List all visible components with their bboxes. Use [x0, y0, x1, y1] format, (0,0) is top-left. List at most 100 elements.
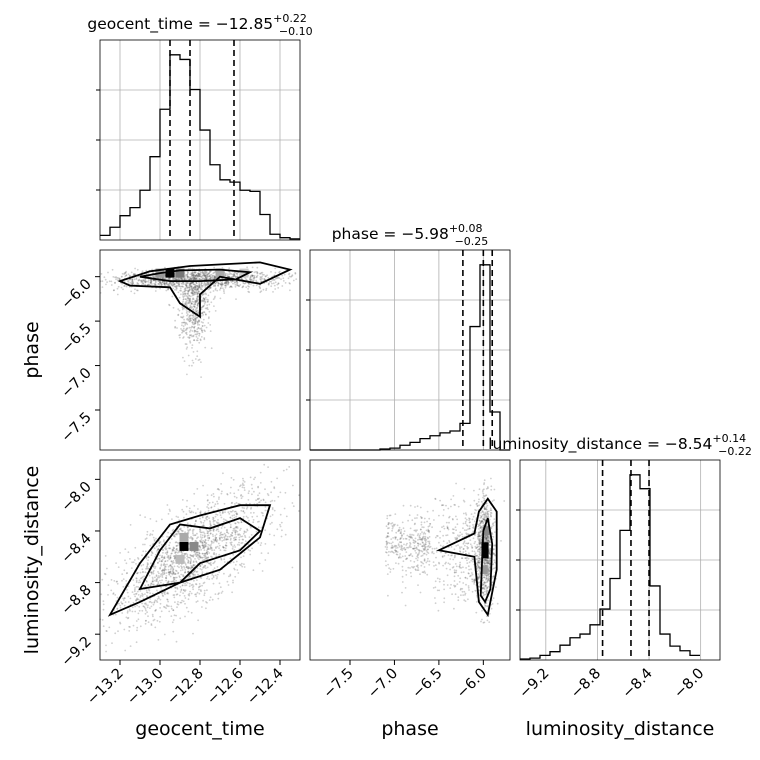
sample-point	[216, 540, 218, 543]
sample-point	[140, 594, 142, 597]
sample-point	[202, 318, 205, 321]
sample-point	[209, 278, 211, 280]
sample-point	[226, 280, 228, 283]
sample-point	[176, 281, 178, 284]
sample-point	[444, 562, 447, 565]
sample-point	[201, 559, 204, 562]
sample-point	[246, 506, 249, 509]
sample-point	[176, 532, 178, 535]
sample-point	[212, 520, 215, 523]
sample-point	[251, 493, 253, 496]
sample-point	[203, 337, 206, 339]
sample-point	[213, 549, 216, 551]
sample-point	[454, 563, 457, 565]
sample-point	[238, 285, 241, 288]
sample-point	[279, 491, 282, 494]
sample-point	[196, 274, 199, 277]
sample-point	[133, 278, 136, 281]
sample-point	[255, 279, 258, 282]
sample-point	[484, 590, 486, 593]
sample-point	[217, 528, 220, 531]
histogram-step-geocent_time	[100, 54, 300, 240]
sample-point	[472, 560, 474, 563]
sample-point	[255, 530, 258, 533]
sample-point	[118, 602, 120, 605]
sample-point	[213, 505, 216, 508]
sample-point	[431, 526, 433, 529]
sample-point	[490, 485, 493, 488]
sample-point	[225, 539, 228, 541]
sample-point	[185, 286, 188, 288]
sample-point	[192, 319, 195, 321]
sample-point	[217, 597, 220, 600]
sample-point	[233, 275, 235, 278]
sample-point	[110, 284, 113, 286]
sample-point	[457, 599, 460, 602]
sample-point	[162, 282, 165, 285]
sample-point	[264, 275, 267, 278]
sample-point	[236, 275, 239, 278]
sample-point	[282, 277, 285, 280]
sample-point	[234, 546, 237, 548]
sample-point	[171, 284, 174, 287]
sample-point	[439, 544, 442, 547]
sample-point	[208, 277, 211, 280]
sample-point	[202, 275, 205, 277]
sample-point	[264, 501, 267, 504]
sample-point	[175, 277, 177, 280]
sample-point	[238, 538, 241, 541]
sample-point	[194, 303, 197, 305]
sample-point	[396, 546, 399, 549]
sample-point	[192, 351, 195, 353]
sample-point	[274, 277, 277, 280]
sample-point	[204, 278, 206, 280]
sample-point	[189, 283, 192, 286]
sample-point	[196, 328, 199, 330]
sample-point	[191, 537, 194, 539]
sample-point	[191, 278, 194, 281]
sample-point	[233, 273, 235, 275]
sample-point	[150, 554, 153, 556]
sample-point	[135, 577, 138, 579]
sample-point	[243, 563, 245, 566]
sample-point	[105, 283, 107, 286]
sample-point	[445, 534, 447, 537]
title-minus: −0.22	[718, 445, 752, 458]
sample-point	[201, 515, 204, 518]
sample-point	[150, 280, 153, 282]
sample-point	[136, 629, 138, 632]
sample-point	[147, 272, 150, 275]
sample-point	[490, 477, 492, 480]
sample-point	[223, 526, 226, 529]
sample-point	[195, 281, 198, 284]
sample-point	[173, 565, 176, 568]
sample-point	[189, 282, 191, 285]
sample-point	[172, 560, 175, 562]
sample-point	[167, 531, 170, 534]
sample-point	[169, 570, 172, 573]
sample-point	[256, 274, 259, 277]
sample-point	[135, 278, 138, 280]
sample-point	[133, 584, 135, 587]
sample-point	[242, 515, 245, 518]
sample-point	[107, 271, 109, 274]
sample-point	[178, 283, 180, 285]
sample-point	[205, 282, 208, 285]
sample-point	[467, 528, 469, 530]
sample-point	[464, 576, 467, 579]
sample-point	[142, 605, 145, 607]
sample-point	[182, 300, 184, 303]
sample-point	[178, 296, 181, 299]
sample-point	[131, 281, 134, 284]
sample-point	[128, 630, 131, 632]
sample-point	[482, 583, 485, 586]
sample-point	[146, 530, 149, 533]
sample-point	[233, 567, 236, 570]
sample-point	[220, 492, 223, 495]
sample-point	[219, 282, 222, 285]
sample-point	[198, 592, 201, 595]
sample-point	[270, 285, 273, 288]
sample-point	[228, 512, 231, 515]
sample-point	[130, 282, 133, 285]
sample-point	[233, 536, 236, 539]
